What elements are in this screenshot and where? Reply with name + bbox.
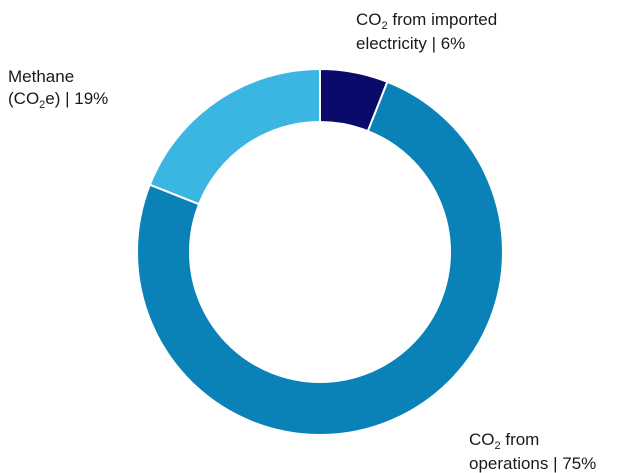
slice-operations: [136, 80, 504, 436]
label-methane-rest: e) | 19%: [45, 89, 109, 108]
label-methane-open: (CO: [8, 89, 40, 108]
label-methane: Methane (CO2e) | 19%: [8, 66, 108, 112]
label-electricity-co: CO: [356, 10, 382, 29]
slice-methane: [148, 67, 321, 206]
label-electricity: CO2 from imported electricity | 6%: [356, 9, 497, 55]
label-operations-line2: operations | 75%: [469, 454, 597, 473]
label-operations-rest: from: [500, 430, 540, 449]
label-operations: CO2 from operations | 75%: [469, 429, 596, 473]
label-methane-sub: 2: [39, 99, 46, 111]
label-electricity-line2: electricity | 6%: [356, 34, 466, 53]
label-operations-co: CO: [469, 430, 495, 449]
label-electricity-rest: from imported: [387, 10, 498, 29]
label-methane-line1: Methane: [8, 67, 75, 86]
label-operations-sub: 2: [494, 440, 501, 452]
label-electricity-sub: 2: [381, 20, 388, 32]
